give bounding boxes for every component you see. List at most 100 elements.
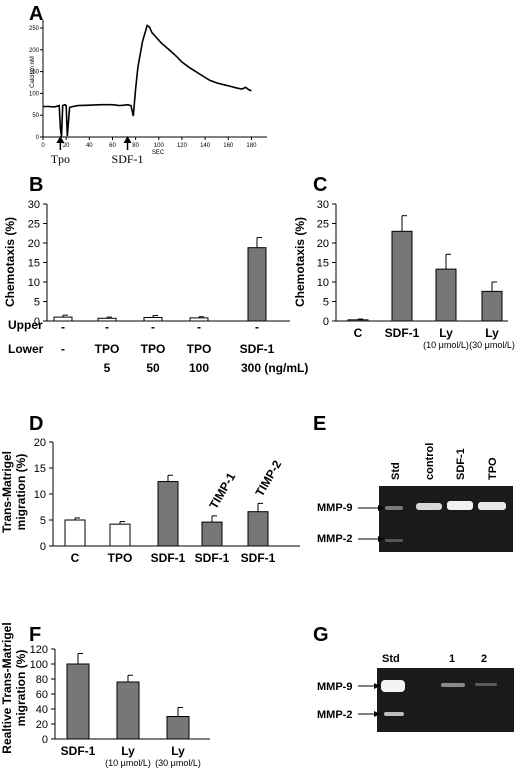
annotation-tpo: Tpo [51,152,70,166]
panel-a-ytick-label-5: 250 [29,26,40,32]
panel-b-dose-1: 5 [104,361,111,375]
panel-d-category-4: SDF-1 [241,551,276,565]
gel-e-lane-control: control [424,443,436,480]
panel-f-ytick-label-1: 20 [36,719,48,731]
panel-d-bar-0 [64,519,86,547]
panel-d-bar-1 [109,523,131,547]
panel-c-ytick-label-6: 30 [317,199,329,211]
panel-b-lower-1: TPO [95,342,120,356]
panel-b-ytick-label-6: 30 [28,199,40,211]
panel-a-calcium-trace [43,24,252,138]
panel-f-category-2: Ly [171,744,185,758]
panel-b-yticks: 0 5 10 15 20 25 30 [28,199,47,328]
gel-g-band-std-mmp9 [381,680,405,692]
panel-d-yticks: 0 5 10 15 20 [34,437,53,553]
panel-b-lower-3: TPO [187,342,212,356]
gel-e-band-std-mmp2 [385,539,403,542]
panel-b-bar-4 [247,247,267,322]
panel-c-ylabel: Chemotaxis (%) [293,217,307,307]
gel-e-arrowhead-mmp2 [378,536,384,542]
panel-d-category-0: C [71,551,80,565]
panel-b-ytick-label-5: 25 [28,219,40,231]
panel-a-xtick-label-5: 100 [154,143,165,149]
panel-d-letter: D [29,413,43,435]
panel-b-bars [53,237,267,322]
panel-a-xtick-label-9: 180 [246,143,257,149]
panel-b-ytick-label-0: 0 [34,316,40,328]
panel-a-xtick-label-1: 20 [63,143,70,149]
panel-a-xtick-label-2: 40 [86,143,93,149]
panel-c-ytick-label-2: 10 [317,277,329,289]
panel-b-upper-0: - [61,320,65,334]
panel-f-bar-2 [166,716,190,740]
panel-d-bar-3 [201,521,223,547]
panel-a-xtick-label-6: 120 [177,143,188,149]
panel-f-category-0: SDF-1 [61,744,96,758]
panel-c-bar-2 [435,268,457,322]
panel-f-letter: F [29,624,41,646]
panel-a-xtick-label-8: 160 [223,143,234,149]
gel-g-lane-2: 2 [481,653,487,665]
panel-b-row-labels: - - - TPO 5 - TPO 50 - TPO 100 - SDF-1 300 (ng/mL) [61,320,308,375]
panel-c-category-1: SDF-1 [385,326,420,340]
panel-a-ytick-label-1: 50 [32,113,39,119]
panel-b-row-lower: Lower [8,342,44,356]
panel-c-ytick-label-0: 0 [323,316,329,328]
gel-g [377,668,514,732]
panel-f-category-1: Ly [121,744,135,758]
panel-a-xlabel: SEC [152,150,165,156]
panel-f-ytick-label-5: 100 [30,659,48,671]
panel-f-ylabel-line1: Realtive Trans-Matrigel [0,622,14,753]
panel-b-upper-2: - [151,320,155,334]
gel-e-lane-tpo: TPO [487,457,499,480]
gel-e-band-std-mmp9 [385,506,403,510]
panel-a-arrowhead-0 [56,136,65,143]
panel-a-ytick-label-3: 150 [29,70,40,76]
panel-f-sublabel-1: (10 μmol/L) [105,758,151,768]
gel-g-arrowhead-mmp2 [374,711,380,717]
panel-e: E Std control SDF-1 TPO MMP-9 MMP-2 [313,413,513,552]
panel-d-ytick-label-0: 0 [40,541,46,553]
panel-d-annotation-3: TIMP-1 [206,470,238,511]
panel-b-upper-4: - [255,320,259,334]
panel-b-lower-4: SDF-1 [240,342,275,356]
panel-a-xtick-label-7: 140 [200,143,211,149]
panel-b-ytick-label-2: 10 [28,277,40,289]
panel-f: F Realtive Trans-Matrigel migration (%) … [0,622,210,768]
gel-g-lane-std: Std [382,653,400,665]
panel-f-bars: SDF-1 Ly(10 μmol/L)Ly(30 μmol/L) [61,653,201,768]
panel-d-ytick-label-4: 20 [34,437,46,449]
panel-c-ytick-label-3: 15 [317,258,329,270]
panel-b-ytick-label-4: 20 [28,238,40,250]
panel-a-ytick-label-2: 100 [29,91,40,97]
panel-g-letter: G [313,624,329,646]
panel-b-row-upper: Upper [8,318,43,332]
panel-d-bar-4 [247,511,269,547]
gel-e-band-sdf1-mmp9 [447,501,473,510]
panel-d-category-3: SDF-1 [195,551,230,565]
panel-a-xticks: 0 20 40 60 80 100 120 140 160 180 [41,137,257,149]
panel-c-category-3: Ly [485,326,499,340]
panel-d-ytick-label-1: 5 [40,515,46,527]
panel-c-ytick-label-1: 5 [323,297,329,309]
gel-e-lane-std: Std [390,462,402,480]
panel-f-ytick-label-3: 60 [36,689,48,701]
panel-e-letter: E [313,413,326,435]
panel-b-dose-3: 100 [189,361,209,375]
panel-b-lower-0: - [61,342,65,356]
panel-a-xtick-label-4: 80 [132,143,139,149]
panel-c-ytick-label-5: 25 [317,219,329,231]
gel-g-band-1-mmp9 [441,683,465,687]
gel-e-lane-sdf1: SDF-1 [455,448,467,480]
panel-a: A Calcium nM 0 50 100 150 200 250 0 20 40 60 80 10… [29,3,267,166]
panel-f-ytick-label-0: 0 [42,734,48,746]
panel-a-ytick-label-4: 200 [29,48,40,54]
panel-d-ylabel-line2: migration (%) [14,454,28,531]
panel-b-dose-4: 300 (ng/mL) [241,361,308,375]
gel-g-arrowhead-mmp9 [374,683,380,689]
gel-g-label-mmp9: MMP-9 [317,681,352,693]
panel-f-ytick-label-4: 80 [36,674,48,686]
gel-e-band-control-mmp9 [416,503,442,510]
